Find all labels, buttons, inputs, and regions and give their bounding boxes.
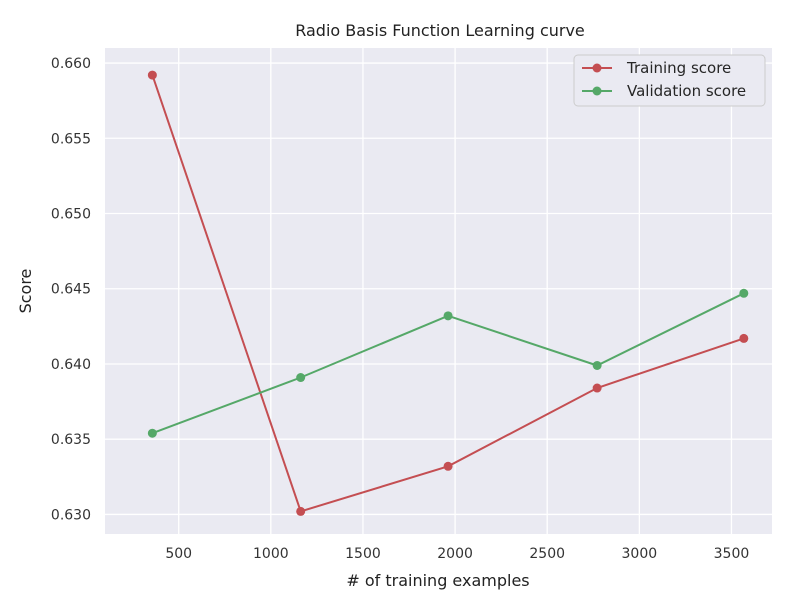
- x-tick-label: 3500: [714, 546, 750, 562]
- legend-box: [573, 54, 766, 107]
- validation-score-point: [296, 373, 306, 383]
- plot-area: [105, 48, 772, 534]
- validation-score-point: [592, 360, 602, 370]
- y-tick-label: 0.660: [51, 56, 91, 72]
- legend-marker-validation: [592, 86, 602, 96]
- x-tick-label: 1000: [253, 546, 289, 562]
- validation-score-point: [739, 288, 749, 298]
- training-score-point: [592, 383, 602, 393]
- legend: Training score Validation score: [573, 54, 766, 107]
- x-tick-label: 2000: [437, 546, 473, 562]
- x-tick-label: 3000: [622, 546, 658, 562]
- x-tick-labels: 500 1000 1500 2000 2500 3000 3500: [165, 546, 749, 562]
- x-tick-label: 500: [165, 546, 192, 562]
- validation-score-point: [147, 428, 157, 438]
- validation-score-point: [443, 311, 453, 321]
- legend-label-training: Training score: [626, 59, 731, 77]
- x-tick-label: 1500: [345, 546, 381, 562]
- y-tick-label: 0.640: [51, 357, 91, 373]
- y-tick-labels: 0.630 0.635 0.640 0.645 0.650 0.655 0.660: [51, 56, 91, 523]
- x-tick-label: 2500: [529, 546, 565, 562]
- legend-marker-training: [592, 63, 602, 73]
- y-tick-label: 0.645: [51, 282, 91, 298]
- x-axis-label: # of training examples: [346, 571, 529, 590]
- y-tick-label: 0.655: [51, 131, 91, 147]
- legend-label-validation: Validation score: [627, 82, 746, 100]
- training-score-point: [443, 461, 453, 471]
- y-tick-label: 0.630: [51, 507, 91, 523]
- series-group: [147, 70, 749, 516]
- training-score-point: [739, 333, 749, 343]
- training-score-point: [147, 70, 157, 80]
- chart-title: Radio Basis Function Learning curve: [295, 21, 585, 40]
- training-score-point: [296, 506, 306, 516]
- y-axis-label: Score: [16, 269, 35, 314]
- y-tick-label: 0.650: [51, 207, 91, 223]
- y-tick-label: 0.635: [51, 432, 91, 448]
